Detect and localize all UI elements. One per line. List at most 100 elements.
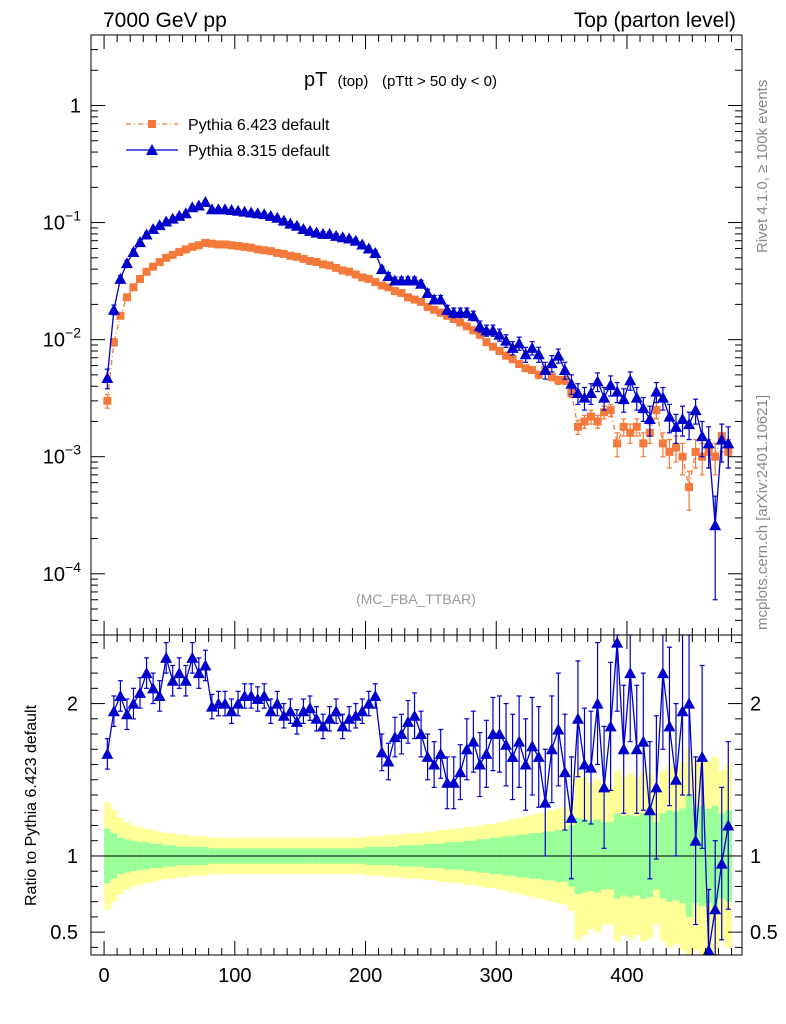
- ratio-marker: [558, 766, 571, 778]
- s6-marker: [319, 260, 328, 269]
- ratio-marker: [323, 712, 336, 724]
- s6-marker: [260, 246, 269, 255]
- y-tick-label-exponent: −4: [65, 559, 81, 575]
- ratio-marker: [428, 758, 441, 770]
- header-right: Top (parton level): [574, 9, 736, 32]
- s6-marker: [495, 346, 504, 355]
- y-tick-label: 10−3: [43, 442, 81, 469]
- ratio-marker: [258, 689, 271, 701]
- main-title-suffix: (top): [338, 73, 369, 90]
- ratio-marker: [637, 735, 650, 747]
- s6-marker: [632, 422, 641, 431]
- ratio-marker: [493, 728, 506, 740]
- s8-marker: [343, 232, 356, 244]
- ratio-marker: [369, 689, 382, 701]
- s6-marker: [129, 283, 138, 292]
- ratio-marker: [408, 709, 421, 721]
- ratio-marker: [591, 697, 604, 709]
- ratio-marker: [310, 712, 323, 724]
- s6-marker: [220, 240, 229, 249]
- s6-marker: [266, 247, 275, 256]
- s6-marker: [502, 351, 511, 360]
- ratio-marker: [421, 750, 434, 762]
- ratio-marker: [656, 667, 669, 679]
- ratio-marker: [140, 667, 153, 679]
- s8-marker: [526, 341, 539, 353]
- analysis-watermark: (MC_FBA_TTBAR): [356, 591, 476, 607]
- ratio-marker: [336, 720, 349, 732]
- ratio-marker: [166, 674, 179, 686]
- ratio-marker: [186, 651, 199, 663]
- s8-marker: [467, 309, 480, 321]
- s8-marker: [650, 385, 663, 397]
- ratio-marker: [480, 747, 493, 759]
- rivet-label: Rivet 4.1.0, ≥ 100k events: [754, 80, 771, 253]
- ratio-marker: [264, 705, 277, 717]
- ratio-marker: [578, 758, 591, 770]
- mcplots-label: mcplots.cern.ch [arXiv:2401.10621]: [754, 395, 771, 630]
- ratio-marker: [225, 705, 238, 717]
- ratio-marker: [192, 667, 205, 679]
- ratio-marker: [630, 743, 643, 755]
- ratio-marker: [650, 781, 663, 793]
- y-tick-label-exponent: −1: [65, 208, 81, 224]
- ratio-y-tick-label-right: 0.5: [750, 922, 778, 944]
- ratio-y-tick-label-left: 2: [67, 694, 78, 716]
- s6-marker: [469, 326, 478, 335]
- s8-marker: [617, 393, 630, 405]
- s6-marker: [332, 263, 341, 272]
- s8-marker: [415, 277, 428, 289]
- s6-marker: [214, 240, 223, 249]
- ratio-marker: [127, 697, 140, 709]
- s8-marker: [441, 303, 454, 315]
- s8-marker: [663, 410, 676, 422]
- s6-marker: [456, 318, 465, 327]
- s6-marker: [671, 443, 680, 452]
- s8-marker: [722, 437, 735, 449]
- ratio-marker: [179, 674, 192, 686]
- ratio-marker: [434, 747, 447, 759]
- s6-marker: [593, 417, 602, 426]
- ratio-marker: [519, 758, 532, 770]
- ratio-marker: [689, 834, 702, 846]
- s8-marker: [545, 357, 558, 369]
- y-tick-label-exponent: −2: [65, 325, 81, 341]
- s8-marker: [669, 420, 682, 432]
- s8-marker: [421, 287, 434, 299]
- ratio-marker: [245, 689, 258, 701]
- s8-marker: [604, 378, 617, 390]
- main-title-cut: (pTtt > 50 dy < 0): [382, 73, 497, 90]
- ratio-marker: [454, 766, 467, 778]
- x-tick-label: 300: [480, 965, 513, 987]
- ratio-y-tick-label-right: 1: [750, 846, 761, 868]
- s8-marker: [369, 246, 382, 258]
- s6-marker: [292, 252, 301, 261]
- s6-marker: [253, 245, 262, 254]
- s8-marker: [192, 199, 205, 211]
- s6-marker: [639, 439, 648, 448]
- s6-marker: [417, 297, 426, 306]
- ratio-marker: [297, 705, 310, 717]
- s6-marker: [181, 245, 190, 254]
- s6-marker: [299, 254, 308, 263]
- s6-marker: [194, 241, 203, 250]
- s6-marker: [606, 406, 615, 415]
- s6-marker: [149, 262, 158, 271]
- ratio-marker: [715, 857, 728, 869]
- s8-marker: [513, 337, 526, 349]
- s6-marker: [626, 428, 635, 437]
- ratio-marker: [284, 705, 297, 717]
- y-tick-label: 1: [70, 95, 81, 117]
- s6-marker: [547, 372, 556, 381]
- ratio-marker: [290, 715, 303, 727]
- legend: Pythia 6.423 default Pythia 8.315 defaul…: [126, 117, 330, 160]
- y-tick-label: 10−4: [43, 559, 81, 586]
- s8-marker: [160, 215, 173, 227]
- s6-marker: [488, 342, 497, 351]
- ratio-marker: [395, 728, 408, 740]
- s8-marker: [434, 293, 447, 305]
- ratio-marker: [388, 731, 401, 743]
- s6-marker: [305, 256, 314, 265]
- ratio-y-tick-label-left: 0.5: [50, 922, 78, 944]
- s8-marker: [284, 217, 297, 229]
